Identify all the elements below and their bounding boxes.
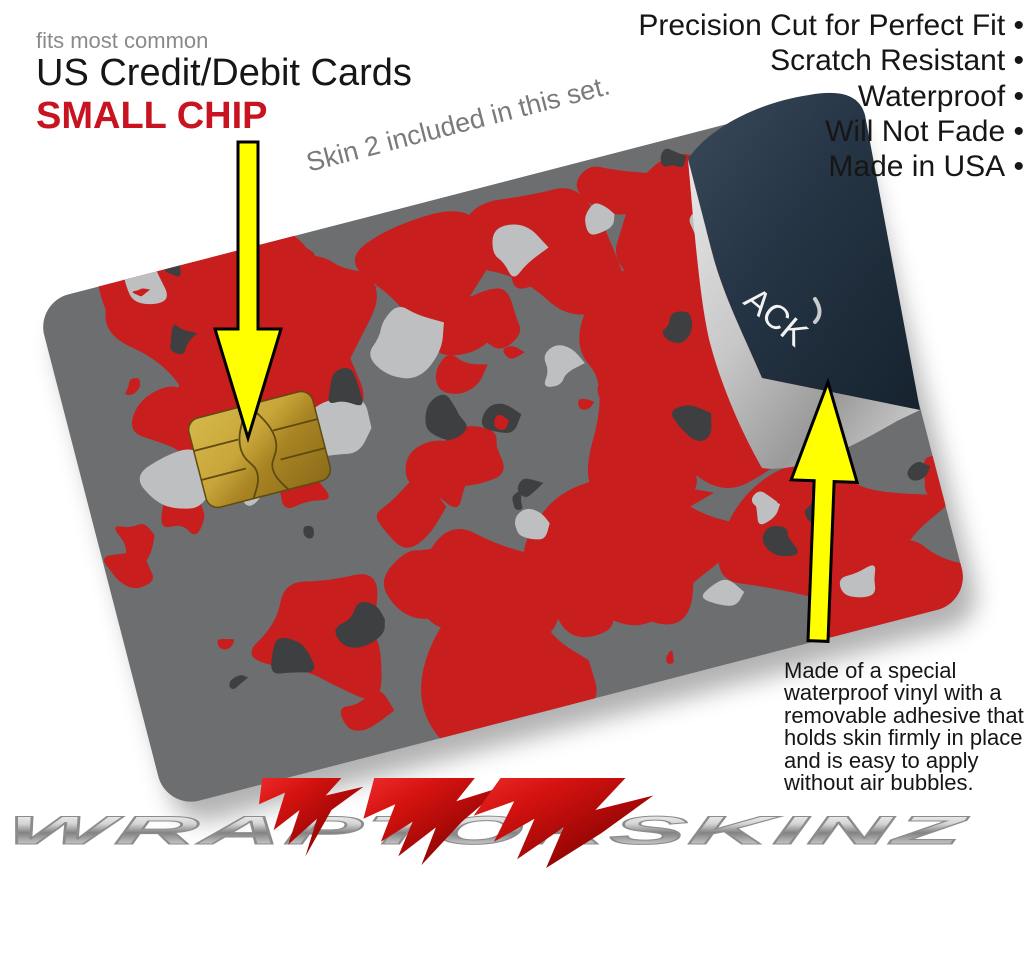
svg-text:WRAPTORSKINZ: WRAPTORSKINZ — [2, 808, 971, 853]
